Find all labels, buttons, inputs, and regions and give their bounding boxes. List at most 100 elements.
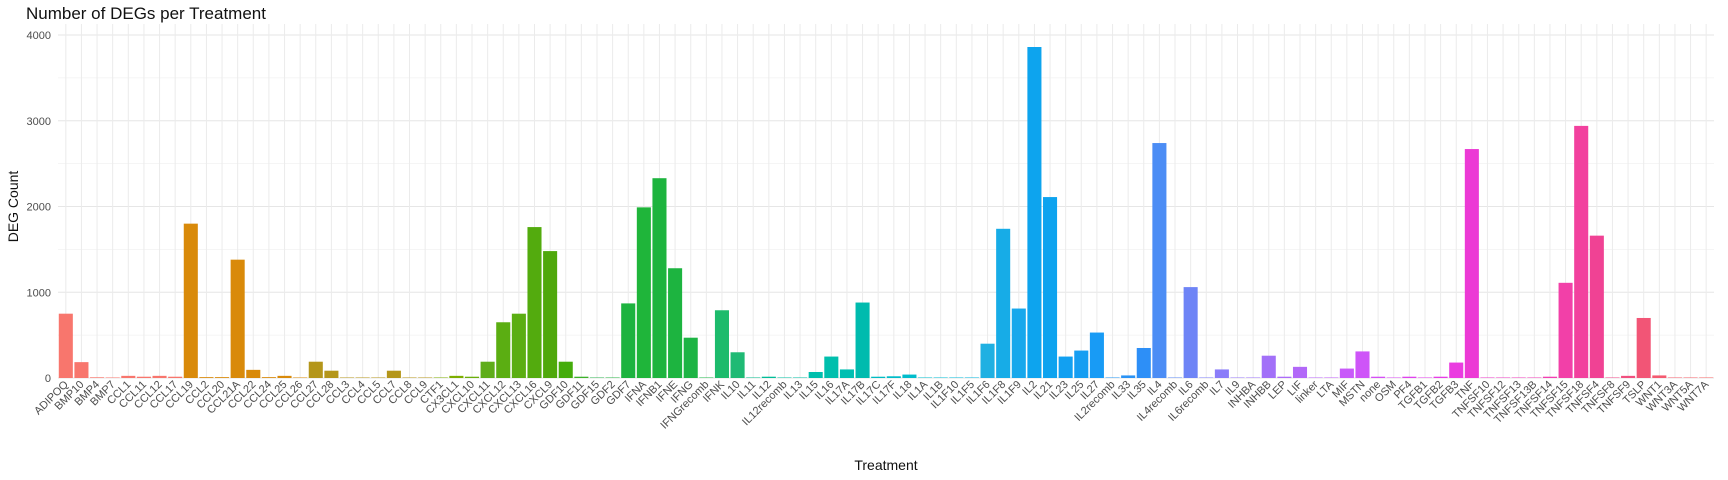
bar-GDF11: [574, 376, 589, 378]
bar-TGFB3: [1449, 362, 1464, 378]
bar-CCL24: [261, 377, 276, 378]
bar-none: [1371, 376, 1386, 378]
bar-TNFSF14: [1542, 376, 1557, 378]
bar-CTF1: [433, 377, 448, 378]
bar-IL12recomb: [777, 377, 792, 378]
bar-CCL4: [355, 377, 370, 378]
bar-IFNG: [683, 337, 698, 378]
bar-CCL21A: [230, 259, 245, 378]
bar-CCL20: [215, 377, 230, 378]
bar-IL2recomb: [1105, 377, 1120, 378]
bar-IL35: [1136, 347, 1151, 378]
bar-IL1F8: [996, 228, 1011, 378]
bar-WNT1: [1652, 375, 1667, 378]
bar-GDF15: [589, 377, 605, 378]
bar-CCL26: [293, 377, 308, 378]
bar-IFNK: [714, 310, 729, 378]
bar-CXCL12: [496, 322, 511, 378]
bar-IL27: [1089, 332, 1104, 378]
bar-MSTN: [1355, 351, 1370, 378]
bar-TNFSF13: [1511, 377, 1526, 378]
bar-TNFSF9: [1621, 375, 1636, 378]
bar-WNT7A: [1699, 377, 1714, 378]
bar-TNF: [1464, 149, 1479, 378]
y-tick-label: 4000: [27, 30, 51, 42]
bar-MIF: [1339, 368, 1354, 378]
bar-CCL5: [371, 377, 386, 378]
bar-IL18: [902, 374, 917, 378]
bar-GDF2: [605, 377, 620, 378]
bar-TNFSF15: [1558, 282, 1573, 378]
bar-PF4: [1402, 376, 1417, 378]
bar-TNFSF10: [1480, 377, 1495, 378]
bar-TNFSF4: [1589, 235, 1604, 378]
bar-CXCL9: [543, 251, 558, 378]
bar-CCL3: [339, 377, 355, 378]
bar-OSM: [1386, 377, 1401, 378]
bar-CXCL16: [527, 227, 542, 378]
bar-IL1F6: [980, 343, 995, 378]
bar-IL2: [1027, 47, 1042, 378]
bar-IL15: [808, 371, 823, 378]
bar-IL10: [730, 352, 745, 378]
bar-CCL28: [324, 370, 339, 378]
bar-CX3CL1: [449, 375, 464, 378]
bars: [58, 47, 1714, 379]
bar-IFNE: [668, 268, 683, 378]
bar-INHBB: [1261, 355, 1276, 378]
bar-IL1B: [933, 377, 948, 378]
bar-CCL27: [308, 361, 323, 378]
bar-TNFSF13B: [1527, 377, 1542, 378]
bar-CCL9: [418, 377, 433, 378]
bar-GDF10: [558, 361, 573, 378]
bar-IL6: [1183, 287, 1198, 378]
bar-WNT3A: [1667, 377, 1682, 378]
bar-GDF7: [621, 303, 636, 378]
bar-BMP7: [105, 377, 120, 378]
bar-IL1F10: [949, 377, 964, 378]
bar-IFNA: [636, 207, 651, 378]
y-tick-label: 0: [45, 373, 51, 385]
bar-TGFB2: [1433, 376, 1448, 378]
bar-CCL1: [121, 375, 136, 378]
bar-IL1F5: [964, 377, 979, 378]
bar-IFNGrecomb: [699, 377, 714, 378]
bar-LTA: [1324, 377, 1339, 378]
bar-TNFSF18: [1574, 125, 1589, 379]
x-axis-label: Treatment: [854, 457, 917, 473]
bar-TSLP: [1636, 317, 1651, 378]
bar-IL13: [793, 377, 808, 378]
bar-CCL19: [183, 223, 198, 378]
bar-IL16: [824, 356, 839, 378]
bar-TNFSF8: [1605, 377, 1620, 378]
bar-linker: [1308, 377, 1323, 378]
bar-TGFB1: [1417, 377, 1433, 378]
bar-TNFSF12: [1496, 377, 1511, 378]
bar-IL12: [761, 376, 776, 378]
y-tick-label: 1000: [27, 287, 51, 299]
bar-CCL2: [199, 377, 214, 378]
x-axis-ticks: ADIPOQBMP10BMP4BMP7CCL1CCL11CCL12CCL17CC…: [32, 378, 1712, 431]
chart-title: Number of DEGs per Treatment: [26, 4, 266, 23]
bar-IL25: [1074, 350, 1089, 378]
bar-INHBA: [1246, 377, 1261, 378]
bar-BMP10: [74, 362, 89, 378]
bar-ADIPOQ: [58, 313, 73, 378]
bar-BMP4: [90, 377, 105, 378]
bar-IL17C: [871, 376, 886, 378]
bar-CXCL13: [511, 313, 526, 378]
bar-CCL8: [402, 377, 417, 378]
bar-CCL11: [136, 376, 151, 378]
bar-IL33: [1121, 375, 1136, 378]
bar-CCL25: [277, 375, 292, 378]
bar-IL23: [1058, 356, 1073, 378]
y-axis-label: DEG Count: [5, 171, 21, 243]
bar-LIF: [1292, 366, 1308, 378]
bar-IFNB1: [652, 178, 667, 378]
bar-IL21: [1043, 197, 1058, 378]
bar-LEP: [1277, 376, 1292, 378]
y-tick-label: 3000: [27, 116, 51, 128]
bar-IL1F9: [1011, 308, 1026, 378]
bar-CXCL11: [480, 361, 495, 378]
